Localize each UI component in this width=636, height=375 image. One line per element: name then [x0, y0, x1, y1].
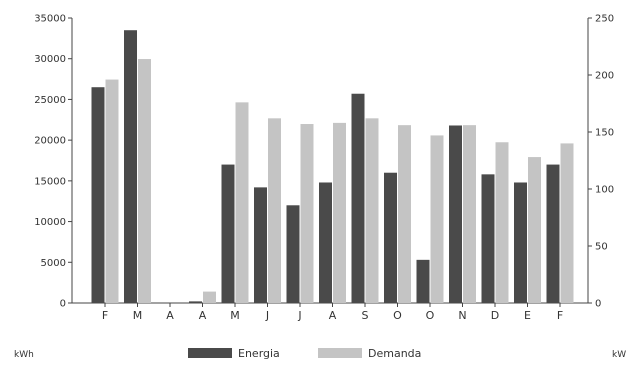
bar-demanda — [300, 124, 314, 304]
x-tick-label: M — [230, 309, 240, 322]
bar-demanda — [105, 79, 119, 303]
chart-labels: 0 5000 10000 15000 20000 25000 30000 35000 0 50 10… — [34, 14, 614, 323]
bar-energia — [384, 172, 397, 303]
bar-demanda — [203, 291, 216, 303]
left-tick-label: 25000 — [34, 95, 66, 106]
bar-energia — [416, 259, 430, 303]
right-tick-label: 100 — [595, 185, 614, 196]
right-tick-label: 150 — [595, 128, 614, 139]
legend-label-energia: Energia — [238, 347, 280, 360]
chart-legend: Energia Demanda — [188, 347, 421, 360]
bar-energia — [546, 164, 560, 303]
bar-energia — [514, 182, 527, 303]
bar-energia — [286, 205, 300, 303]
x-tick-label: J — [297, 309, 301, 322]
x-tick-label: F — [557, 309, 563, 322]
bar-demanda — [235, 102, 249, 303]
bar-energia — [351, 93, 365, 303]
left-tick-label: 5000 — [41, 258, 66, 269]
left-tick-label: 0 — [60, 299, 66, 310]
bar-demanda — [463, 125, 476, 303]
x-tick-label: J — [265, 309, 269, 322]
x-tick-label: E — [524, 309, 531, 322]
x-tick-label: F — [102, 309, 108, 322]
x-tick-label: D — [491, 309, 499, 322]
x-tick-label: O — [393, 309, 402, 322]
legend-swatch-energia — [188, 348, 232, 358]
bar-demanda — [333, 122, 346, 303]
bar-energia — [221, 164, 235, 303]
right-tick-label: 250 — [595, 14, 614, 25]
bar-energia — [319, 182, 332, 303]
legend-swatch-demanda — [318, 348, 362, 358]
x-tick-label: O — [426, 309, 435, 322]
bar-demanda — [528, 157, 541, 303]
x-tick-label: A — [166, 309, 174, 322]
bar-energia — [91, 87, 105, 303]
x-tick-label: A — [199, 309, 207, 322]
bar-energia — [254, 187, 267, 303]
right-tick-label: 50 — [595, 242, 608, 253]
left-tick-label: 30000 — [34, 54, 66, 65]
legend-label-demanda: Demanda — [368, 347, 421, 360]
x-tick-label: M — [133, 309, 143, 322]
bar-demanda — [430, 135, 444, 303]
bar-energia — [124, 30, 137, 303]
bar-demanda — [365, 118, 379, 303]
bar-demanda — [138, 59, 151, 303]
bar-demanda — [398, 125, 411, 303]
x-tick-label: A — [329, 309, 337, 322]
bar-energia — [449, 125, 462, 303]
bar-demanda — [268, 118, 281, 303]
left-tick-label: 15000 — [34, 176, 66, 187]
right-tick-label: 0 — [595, 299, 601, 310]
bar-demanda — [560, 143, 574, 303]
right-tick-label: 200 — [595, 71, 614, 82]
left-tick-label: 20000 — [34, 136, 66, 147]
bar-demanda — [495, 142, 509, 303]
chart-bars — [91, 30, 574, 304]
x-tick-label: S — [362, 309, 369, 322]
right-axis-unit: kW — [612, 350, 626, 360]
bar-energia — [189, 301, 202, 303]
left-tick-label: 10000 — [34, 217, 66, 228]
left-axis-unit: kWh — [14, 350, 34, 360]
bar-energia — [481, 174, 495, 303]
x-tick-label: N — [458, 309, 466, 322]
left-tick-label: 35000 — [34, 14, 66, 25]
